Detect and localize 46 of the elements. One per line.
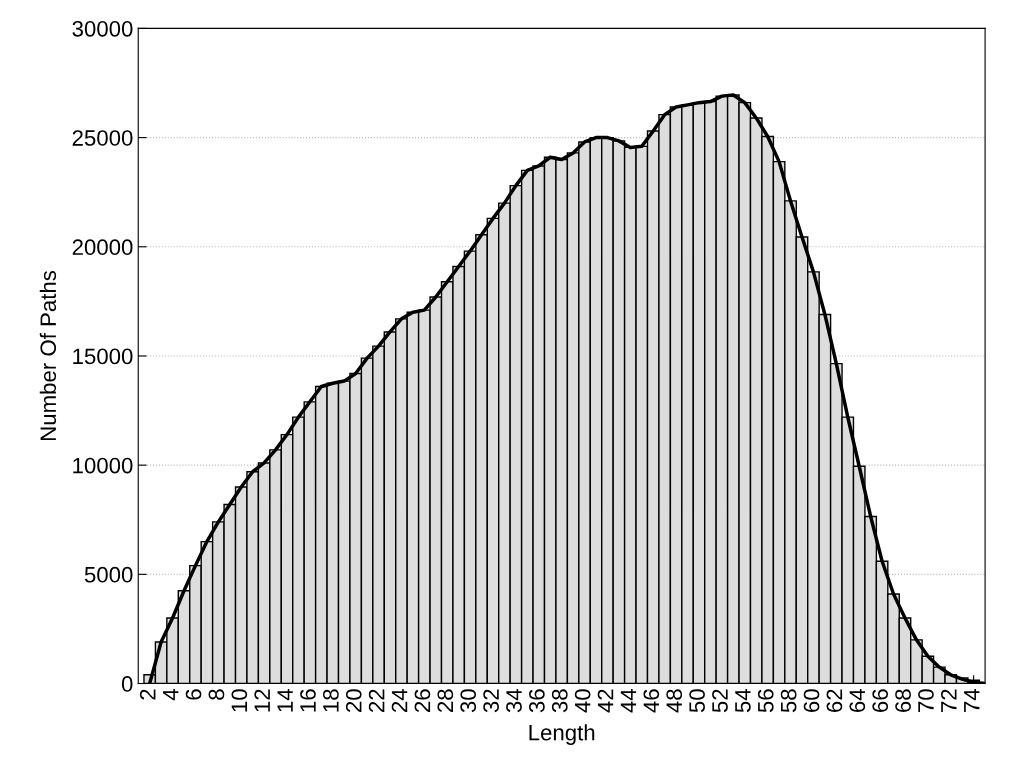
x-tick-label: 12 — [254, 689, 270, 712]
y-tick-label: 15000 — [73, 348, 133, 365]
x-tick-label: 48 — [666, 689, 683, 713]
x-tick-label: 66 — [872, 689, 889, 712]
x-tick-label: 24 — [391, 689, 408, 712]
x-tick-label: 52 — [712, 689, 728, 713]
x-tick-label: 60 — [803, 689, 820, 712]
x-tick-label: 64 — [849, 689, 866, 712]
x-tick-label: 62 — [826, 689, 843, 712]
x-tick-label: 8 — [208, 689, 225, 700]
x-tick-label: 54 — [735, 689, 751, 713]
x-axis-title: Length — [529, 724, 595, 745]
x-tick-label: 26 — [414, 689, 431, 712]
x-tick-label: 46 — [643, 689, 660, 713]
x-tick-label: 10 — [231, 689, 248, 712]
y-tick-label: 20000 — [72, 239, 133, 256]
y-tick-label: 25000 — [72, 130, 133, 146]
x-tick-label: 32 — [483, 689, 499, 713]
y-tick-label: 0 — [121, 676, 133, 692]
x-tick-label: 14 — [277, 689, 293, 712]
y-tick-label: 10000 — [73, 457, 133, 474]
x-tick-label: 20 — [345, 689, 362, 712]
x-tick-label: 16 — [300, 689, 316, 712]
x-tick-label: 42 — [597, 689, 614, 713]
x-tick-label: 72 — [940, 689, 957, 712]
x-tick-label: 36 — [529, 689, 545, 713]
x-tick-label: 70 — [918, 689, 934, 712]
x-tick-label: 28 — [437, 689, 454, 712]
x-tick-label: 50 — [689, 689, 705, 713]
x-tick-label: 68 — [895, 689, 911, 712]
x-tick-label: 2 — [139, 689, 156, 700]
x-tick-label: 40 — [574, 689, 591, 713]
x-tick-label: 34 — [506, 689, 522, 713]
x-tick-label: 4 — [163, 689, 179, 701]
x-tick-label: 74 — [964, 689, 980, 712]
y-tick-label: 5000 — [84, 566, 133, 583]
y-tick-label: 30000 — [72, 20, 133, 37]
x-tick-label: 58 — [780, 689, 797, 713]
x-tick-label: 6 — [185, 689, 202, 700]
x-tick-label: 38 — [551, 689, 568, 713]
y-axis-title: Number Of Paths — [39, 270, 57, 440]
x-tick-label: 22 — [368, 689, 385, 712]
x-tick-label: 30 — [460, 689, 477, 713]
x-tick-label: 56 — [757, 689, 774, 713]
x-tick-label: 18 — [323, 689, 339, 712]
x-tick-label: 44 — [620, 689, 637, 713]
